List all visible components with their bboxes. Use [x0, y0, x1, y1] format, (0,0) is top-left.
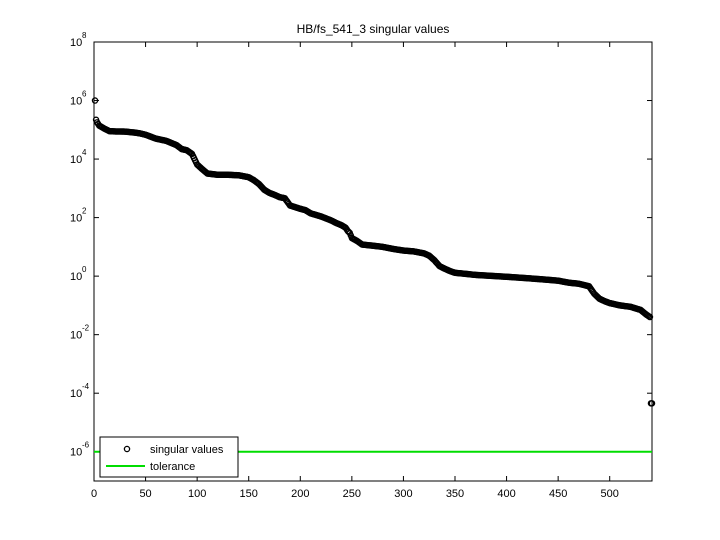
- y-tick-label-base: 10: [70, 271, 82, 283]
- x-tick-label: 350: [446, 488, 464, 500]
- plot-frame: [93, 41, 653, 482]
- x-tick-label: 100: [188, 488, 206, 500]
- legend-box: [99, 436, 239, 478]
- y-tick-label-exponent: -4: [82, 382, 90, 391]
- y-tick-label-base: 10: [70, 96, 82, 108]
- y-tick-label-base: 10: [70, 213, 82, 225]
- y-tick-label-exponent: 2: [82, 207, 87, 216]
- x-tick-label: 250: [343, 488, 361, 500]
- y-tick-label-base: 10: [70, 154, 82, 166]
- axis-ticks: 0 50 100 150 200 250 300 350 400 450 50010-610-410…: [70, 31, 652, 500]
- legend-label-singular-values: singular values: [150, 444, 224, 456]
- legend: singular values tolerance: [99, 436, 239, 478]
- x-tick-label: 200: [291, 488, 309, 500]
- singular-value-point: [648, 400, 656, 407]
- x-tick-label: 50: [139, 488, 151, 500]
- x-tick-label: 400: [497, 488, 515, 500]
- legend-label-tolerance: tolerance: [150, 461, 195, 473]
- plot-area: 0 50 100 150 200 250 300 350 400 450 50010-610-410…: [70, 31, 656, 500]
- y-tick-label-exponent: -6: [82, 441, 90, 450]
- y-tick-label-exponent: -2: [82, 324, 90, 333]
- singular-value-point: [91, 97, 99, 104]
- y-tick-label-base: 10: [70, 37, 82, 49]
- y-tick-label-exponent: 0: [82, 265, 87, 274]
- y-tick-label-exponent: 4: [82, 148, 87, 157]
- singular-values-series: [91, 97, 656, 407]
- x-tick-label: 500: [601, 488, 619, 500]
- chart-title: HB/fs_541_3 singular values: [297, 22, 450, 36]
- x-tick-label: 300: [394, 488, 412, 500]
- y-tick-label-base: 10: [70, 330, 82, 342]
- x-tick-label: 0: [91, 488, 97, 500]
- y-tick-label-exponent: 8: [82, 31, 87, 40]
- x-tick-label: 450: [549, 488, 567, 500]
- singular-value-point: [646, 313, 654, 321]
- legend-marker-singular-values: [123, 445, 131, 453]
- y-tick-label-exponent: 6: [82, 90, 87, 99]
- y-tick-label-base: 10: [70, 388, 82, 400]
- y-tick-label-base: 10: [70, 447, 82, 459]
- x-tick-label: 150: [240, 488, 258, 500]
